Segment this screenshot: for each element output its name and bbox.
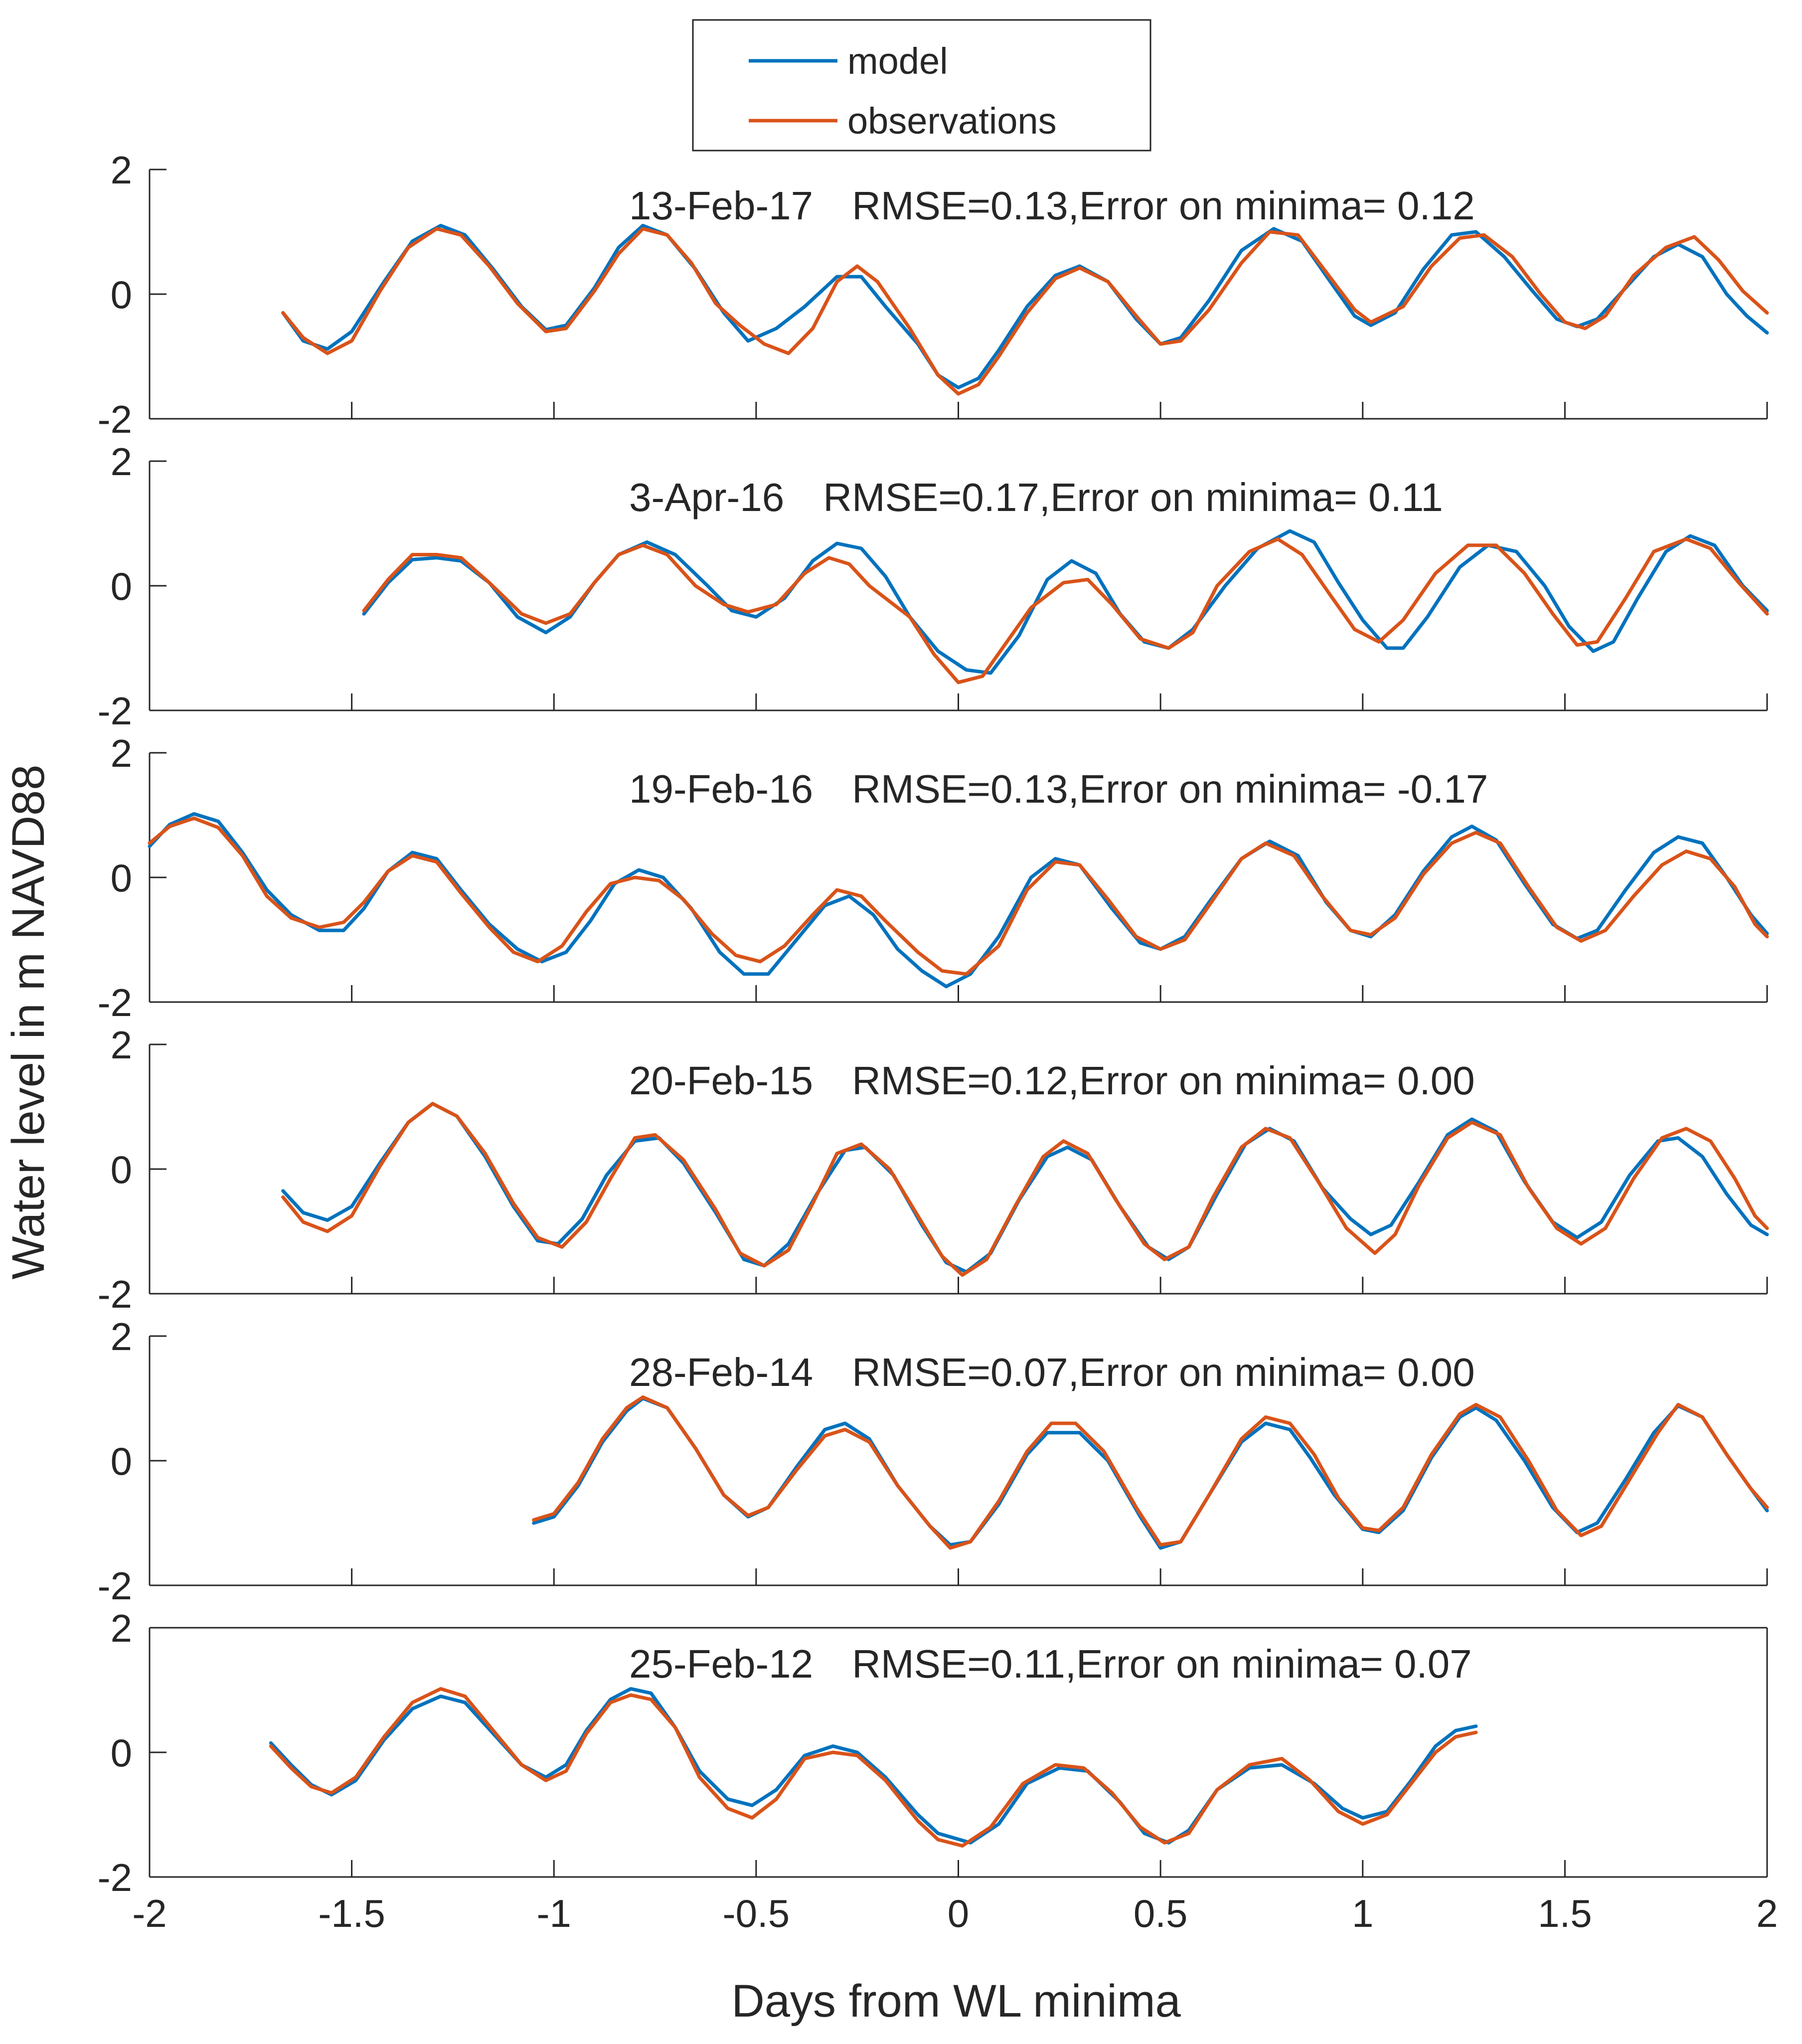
y-tick-label: 0 (111, 856, 132, 900)
x-tick-label: -1 (537, 1891, 571, 1935)
y-tick-label: 2 (111, 1023, 132, 1067)
y-tick-label: 0 (111, 273, 132, 317)
y-tick-label: 0 (111, 1148, 132, 1192)
y-axis-title: Water level in m NAVD88 (3, 765, 54, 1280)
y-tick-label: -2 (98, 981, 132, 1024)
x-tick-label: 0.5 (1134, 1891, 1187, 1935)
panel-stats: RMSE=0.17,Error on minima= 0.11 (823, 475, 1443, 519)
panel-annotation: 25-Feb-12 RMSE=0.11,Error on minima= 0.07 (629, 1642, 1472, 1686)
panel-3-Apr-16: 2 0 -2 3-Apr-16 RMSE=0.17,Error on minima= 0… (98, 440, 1769, 733)
panel-20-Feb-15: 2 0 -2 20-Feb-15 RMSE=0.12,Error on minima= … (98, 1023, 1769, 1316)
legend-label-observations: observations (847, 100, 1057, 142)
legend-box (692, 19, 1151, 152)
x-tick-label: -1.5 (318, 1891, 385, 1935)
legend-label-model: model (847, 40, 948, 82)
y-tick-label: -2 (98, 397, 132, 441)
series-observations (281, 1102, 1769, 1277)
y-tick-label: -2 (98, 689, 132, 733)
x-tick-label: -0.5 (723, 1891, 790, 1935)
y-tick-label: 0 (111, 1731, 132, 1775)
panel-annotation: 19-Feb-16 RMSE=0.13,Error on minima= -0.1… (629, 767, 1488, 811)
panel-date: 28-Feb-14 (629, 1350, 813, 1394)
y-tick-label: 0 (111, 1439, 132, 1483)
panel-date: 13-Feb-17 (629, 183, 813, 228)
panel-stats: RMSE=0.12,Error on minima= 0.00 (852, 1058, 1474, 1103)
y-tick-label: -2 (98, 1564, 132, 1608)
y-tick-label: 2 (111, 1606, 132, 1650)
panel-25-Feb-12: 2 0 -2-2 -1.5 -1 -0.5 0 0.5 1 1.5 2 25-Feb-12 RMSE=0… (98, 1606, 1778, 1935)
y-tick-label: 0 (111, 564, 132, 608)
panel-annotation: 13-Feb-17 RMSE=0.13,Error on minima= 0.12 (629, 183, 1475, 228)
legend: model observations (692, 19, 1151, 152)
panel-stats: RMSE=0.13,Error on minima= 0.12 (852, 183, 1474, 228)
y-tick-label: 2 (111, 1315, 132, 1359)
x-tick-label: 2 (1756, 1891, 1778, 1935)
x-axis-title: Days from WL minima (731, 1976, 1181, 2027)
y-tick-label: 2 (111, 148, 132, 192)
y-tick-label: 2 (111, 731, 132, 775)
panel-annotation: 20-Feb-15 RMSE=0.12,Error on minima= 0.00 (629, 1058, 1475, 1103)
series-observations (281, 227, 1769, 396)
x-tick-label: -2 (132, 1891, 166, 1935)
series-model (269, 1687, 1478, 1845)
panel-annotation: 28-Feb-14 RMSE=0.07,Error on minima= 0.00 (629, 1350, 1475, 1394)
panel-date: 20-Feb-15 (629, 1058, 813, 1103)
panel-19-Feb-16: 2 0 -2 19-Feb-16 RMSE=0.13,Error on minima= … (98, 731, 1769, 1024)
y-tick-label: -2 (98, 1272, 132, 1316)
series-observations (362, 537, 1769, 684)
panel-13-Feb-17: 2 0 -2 13-Feb-17 RMSE=0.13,Error on minima= … (98, 148, 1769, 441)
x-tick-label: 0 (948, 1891, 969, 1935)
series-observations (269, 1687, 1478, 1848)
y-tick-label: -2 (98, 1856, 132, 1899)
panel-stats: RMSE=0.13,Error on minima= -0.17 (852, 767, 1488, 811)
x-tick-label: 1.5 (1538, 1891, 1592, 1935)
series-observations (148, 816, 1769, 976)
panel-stats: RMSE=0.07,Error on minima= 0.00 (852, 1350, 1474, 1394)
panel-28-Feb-14: 2 0 -2 28-Feb-14 RMSE=0.07,Error on minima= … (98, 1315, 1769, 1608)
panel-date: 19-Feb-16 (629, 767, 813, 811)
panel-date: 3-Apr-16 (629, 475, 784, 519)
panel-annotation: 3-Apr-16 RMSE=0.17,Error on minima= 0.11 (629, 475, 1443, 519)
panel-stats: RMSE=0.11,Error on minima= 0.07 (852, 1642, 1472, 1686)
y-tick-label: 2 (111, 440, 132, 484)
chart-panels: 2 0 -2 13-Feb-17 RMSE=0.13,Error on minima= … (98, 148, 1778, 1935)
x-tick-label: 1 (1352, 1891, 1373, 1935)
panel-date: 25-Feb-12 (629, 1642, 813, 1686)
series-observations (532, 1395, 1769, 1550)
